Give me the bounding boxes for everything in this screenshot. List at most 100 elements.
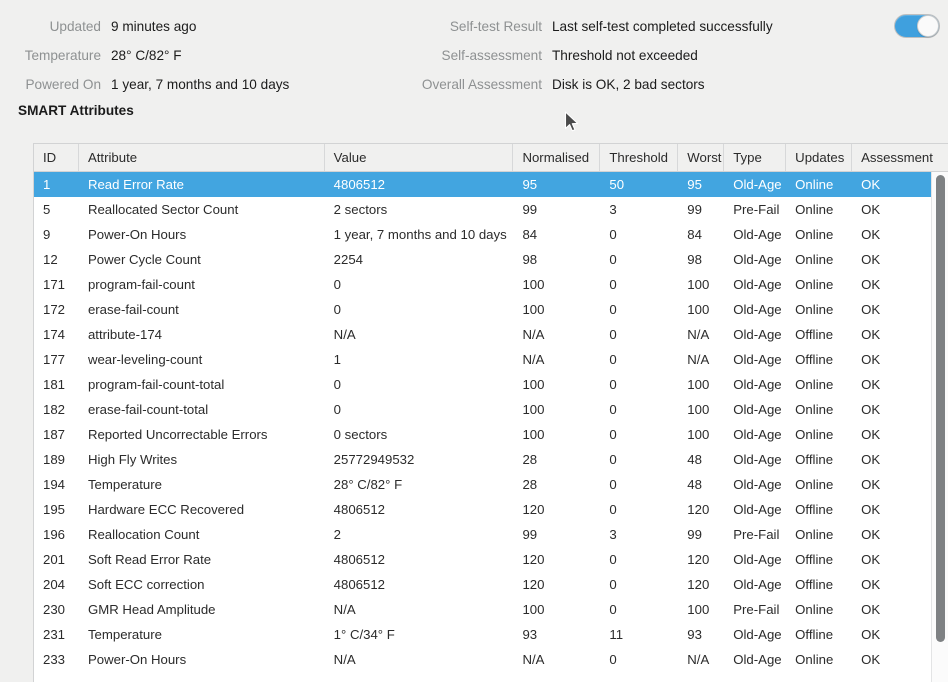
cell-attribute: Power Cycle Count: [87, 252, 201, 267]
cell-normalised: 84: [522, 227, 538, 242]
cell-threshold: 0: [609, 302, 617, 317]
cell-id: 204: [43, 577, 66, 592]
cell-id: 172: [43, 302, 66, 317]
column-header-type[interactable]: Type: [724, 144, 787, 171]
table-row[interactable]: 194 Temperature 28° C/82° F 28 0 48 Old-Age Onl…: [34, 472, 948, 497]
cell-id: 9: [43, 227, 51, 242]
toggle-knob: [917, 15, 939, 37]
cell-id: 174: [43, 327, 66, 342]
cell-assessment: OK: [861, 652, 881, 667]
cell-updates: Online: [795, 527, 834, 542]
cell-assessment: OK: [861, 552, 881, 567]
column-header-value[interactable]: Value: [325, 144, 514, 171]
table-row[interactable]: 177 wear-leveling-count 1 N/A 0 N/A Old-Age Off…: [34, 347, 948, 372]
table-row[interactable]: 174 attribute-174 N/A N/A 0 N/A Old-Age Offline…: [34, 322, 948, 347]
cell-attribute: Hardware ECC Recovered: [87, 502, 245, 517]
scrollbar-thumb[interactable]: [936, 175, 945, 642]
column-header-normalised[interactable]: Normalised: [513, 144, 601, 171]
table-row[interactable]: 171 program-fail-count 0 100 0 100 Old-Age Onli…: [34, 272, 948, 297]
cell-normalised: 120: [522, 552, 545, 567]
cell-value: 1: [333, 352, 342, 367]
cell-assessment: OK: [861, 452, 881, 467]
cell-attribute: High Fly Writes: [87, 452, 178, 467]
cell-threshold: 0: [609, 352, 617, 367]
cell-type: Old-Age: [733, 577, 782, 592]
table-row[interactable]: 187 Reported Uncorrectable Errors 0 sector…: [34, 422, 948, 447]
cell-attribute: Reallocation Count: [87, 527, 200, 542]
summary-value-self-assessment: Threshold not exceeded: [552, 48, 698, 63]
table-row[interactable]: 9 Power-On Hours 1 year, 7 months and 10 d…: [34, 222, 948, 247]
cell-worst: 95: [687, 177, 702, 192]
cell-normalised: 100: [522, 402, 545, 417]
table-row[interactable]: 181 program-fail-count-total 0 100 0 100 Old-A…: [34, 372, 948, 397]
attributes-vertical-scrollbar[interactable]: [931, 172, 948, 682]
cell-threshold: 11: [609, 627, 624, 642]
table-row[interactable]: 204 Soft ECC correction 4806512 120 0 120 Old-…: [34, 572, 948, 597]
table-row[interactable]: 233 Power-On Hours N/A N/A 0 N/A Old-Age Online…: [34, 647, 948, 672]
table-row[interactable]: 182 erase-fail-count-total 0 100 0 100 Old-Age…: [34, 397, 948, 422]
cell-value: N/A: [333, 652, 356, 667]
cell-id: 177: [43, 352, 66, 367]
cell-worst: 84: [687, 227, 702, 242]
cell-worst: 100: [687, 427, 710, 442]
cell-value: 1 year, 7 months and 10 days: [333, 227, 507, 242]
cell-assessment: OK: [861, 527, 881, 542]
cell-attribute: wear-leveling-count: [87, 352, 203, 367]
cell-type: Old-Age: [733, 427, 782, 442]
cell-threshold: 0: [609, 402, 617, 417]
cell-id: 189: [43, 452, 66, 467]
cell-updates: Online: [795, 377, 834, 392]
mouse-cursor: [564, 111, 580, 133]
cell-id: 233: [43, 652, 66, 667]
cell-worst: 120: [687, 577, 710, 592]
summary-label-self-assessment: Self-assessment: [441, 48, 542, 63]
column-header-attribute[interactable]: Attribute: [79, 144, 325, 171]
smart-enabled-toggle[interactable]: [894, 14, 940, 38]
cell-attribute: Soft Read Error Rate: [87, 552, 212, 567]
cell-assessment: OK: [861, 177, 881, 192]
cell-worst: 99: [687, 202, 702, 217]
table-row[interactable]: 5 Reallocated Sector Count 2 sectors 99 3 99 P…: [34, 197, 948, 222]
summary-row-self-assessment: Self-assessment Threshold not exceeded: [400, 41, 830, 70]
cell-updates: Online: [795, 402, 834, 417]
cell-value: 4806512: [333, 177, 386, 192]
cell-assessment: OK: [861, 202, 881, 217]
cell-attribute: Soft ECC correction: [87, 577, 205, 592]
cell-updates: Offline: [795, 552, 834, 567]
column-header-updates[interactable]: Updates: [786, 144, 853, 171]
cell-worst: 120: [687, 552, 710, 567]
cell-attribute: Reported Uncorrectable Errors: [87, 427, 268, 442]
column-header-id[interactable]: ID: [34, 144, 79, 171]
cell-type: Old-Age: [733, 277, 782, 292]
cell-id: 182: [43, 402, 66, 417]
cell-assessment: OK: [861, 502, 881, 517]
column-header-threshold[interactable]: Threshold: [600, 144, 679, 171]
cell-threshold: 0: [609, 427, 617, 442]
table-row[interactable]: 201 Soft Read Error Rate 4806512 120 0 120 Old…: [34, 547, 948, 572]
cell-type: Pre-Fail: [733, 527, 780, 542]
disk-summary: Updated 9 minutes ago Temperature 28° C/…: [0, 0, 948, 98]
table-row[interactable]: 12 Power Cycle Count 2254 98 0 98 Old-Age Onlin…: [34, 247, 948, 272]
cell-worst: 100: [687, 402, 710, 417]
cell-worst: N/A: [687, 327, 710, 342]
table-row[interactable]: 231 Temperature 1° C/34° F 93 11 93 Old-Age Off…: [34, 622, 948, 647]
table-row[interactable]: 172 erase-fail-count 0 100 0 100 Old-Age Online…: [34, 297, 948, 322]
toggle-track[interactable]: [894, 14, 940, 38]
cell-value: 1° C/34° F: [333, 627, 395, 642]
table-row[interactable]: 196 Reallocation Count 2 99 3 99 Pre-Fail Onlin…: [34, 522, 948, 547]
table-row[interactable]: 230 GMR Head Amplitude N/A 100 0 100 Pre-Fail O…: [34, 597, 948, 622]
cell-worst: 100: [687, 277, 710, 292]
cell-threshold: 3: [609, 202, 617, 217]
cell-normalised: 28: [522, 477, 538, 492]
cell-type: Old-Age: [733, 352, 782, 367]
table-row[interactable]: 1 Read Error Rate 4806512 95 50 95 Old-Age Onli…: [34, 172, 948, 197]
column-header-assessment[interactable]: Assessment: [861, 150, 933, 165]
table-row[interactable]: 195 Hardware ECC Recovered 4806512 120 0 120 O…: [34, 497, 948, 522]
column-header-worst[interactable]: Worst: [678, 144, 725, 171]
cell-id: 187: [43, 427, 66, 442]
cell-updates: Online: [795, 652, 834, 667]
table-row[interactable]: 189 High Fly Writes 25772949532 28 0 48 Old-Ag…: [34, 447, 948, 472]
cell-value: 2 sectors: [333, 202, 388, 217]
cell-type: Old-Age: [733, 377, 782, 392]
cell-assessment: OK: [861, 302, 881, 317]
